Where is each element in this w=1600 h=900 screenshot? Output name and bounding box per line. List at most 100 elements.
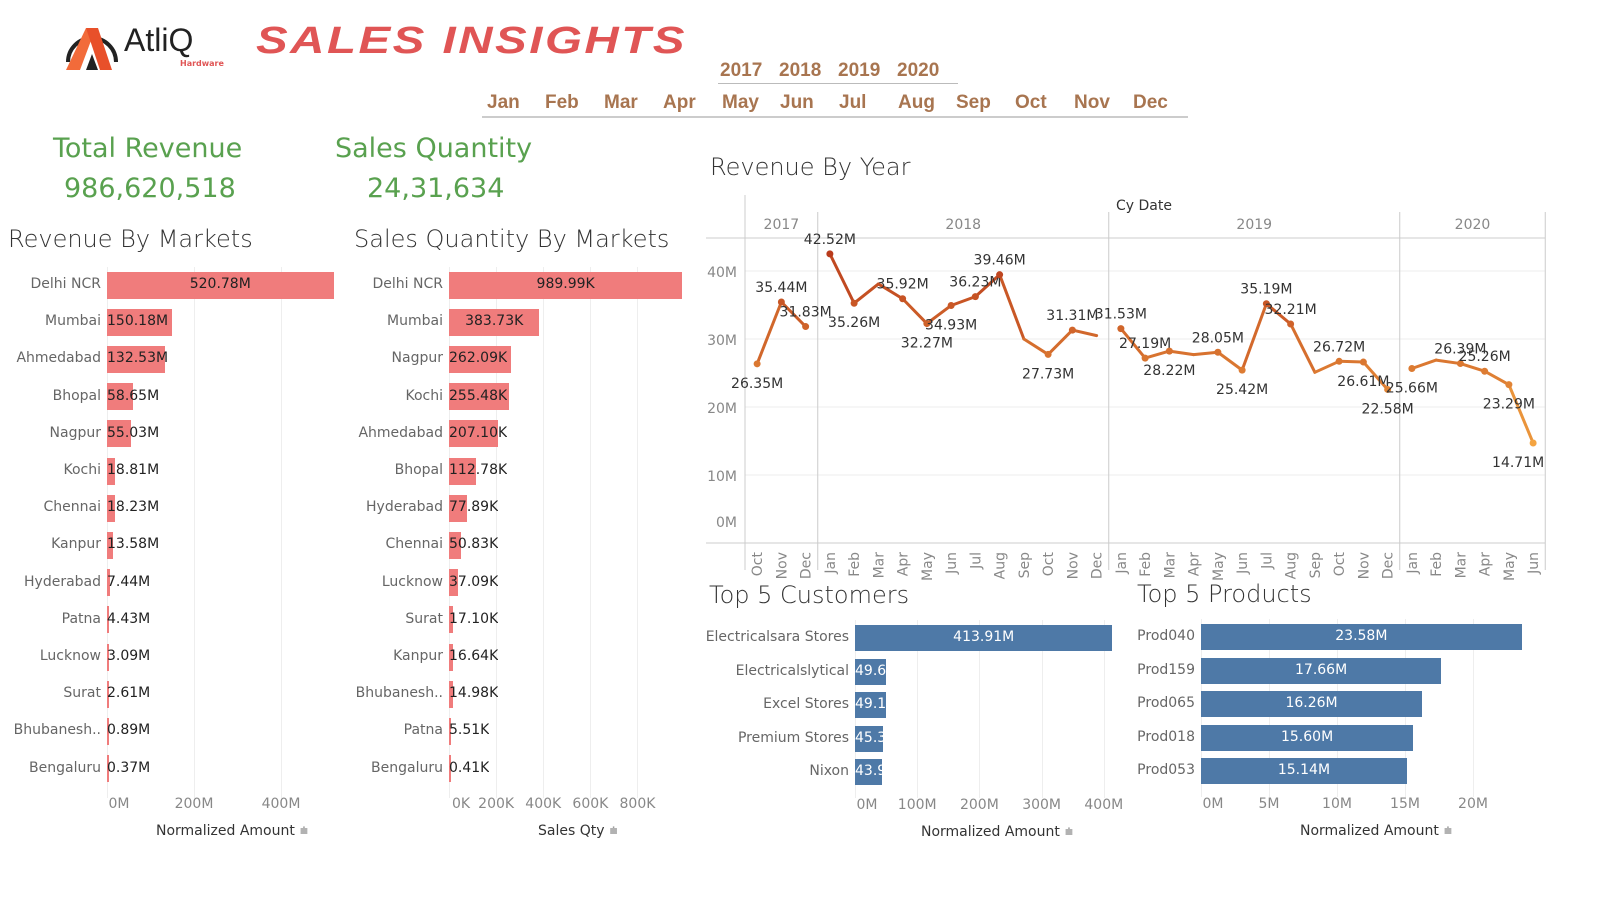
month-filter-oct[interactable]: Oct [1015, 92, 1047, 113]
month-filter-jun[interactable]: Jun [780, 92, 814, 113]
bar[interactable] [449, 345, 511, 373]
y-tick-label: 0M [716, 515, 737, 531]
bar[interactable] [449, 717, 451, 745]
month-filter-aug[interactable]: Aug [898, 92, 935, 113]
month-filter-sep[interactable]: Sep [956, 92, 991, 113]
bar[interactable] [449, 606, 454, 634]
axis-tick-label: 600K [572, 796, 609, 812]
month-filter-feb[interactable]: Feb [545, 92, 579, 113]
month-filter-dec[interactable]: Dec [1133, 92, 1168, 113]
logo-subtext: Hardware [180, 59, 224, 68]
bar[interactable] [449, 680, 453, 708]
bar[interactable] [107, 680, 109, 708]
axis-title: Normalized Amount ⩧ [1300, 823, 1452, 839]
y-tick-label: 40M [707, 265, 737, 281]
month-tick-label: May [920, 552, 936, 581]
bar-category-label: Nagpur [391, 350, 443, 367]
gridline [281, 267, 282, 798]
bar[interactable] [107, 271, 334, 299]
axis-tick-label: 0M [1202, 796, 1224, 812]
bar-value-label: 43.9 [855, 763, 883, 779]
month-filter-apr[interactable]: Apr [663, 92, 696, 113]
bar-category-label: Patna [403, 722, 443, 739]
bar-category-label: Kochi [63, 462, 101, 478]
bar[interactable] [855, 658, 886, 685]
bar[interactable] [107, 383, 133, 411]
bar[interactable] [107, 457, 116, 485]
total-revenue-value: 986,620,518 [64, 173, 236, 204]
data-point [1068, 326, 1076, 334]
sort-icon[interactable]: ⩧ [609, 823, 618, 839]
data-label: 28.22M [1143, 363, 1195, 379]
bar-value-label: 383.73K [465, 313, 524, 330]
data-label: 35.92M [877, 277, 929, 293]
data-point [923, 320, 931, 328]
bar[interactable] [449, 383, 510, 411]
month-tick-label: Apr [1478, 552, 1494, 576]
sort-icon[interactable]: ⩧ [299, 823, 309, 839]
bar[interactable] [855, 625, 1113, 651]
bar[interactable] [107, 717, 109, 745]
data-label: 39.46M [974, 253, 1026, 269]
gridline [1473, 619, 1474, 797]
year-filter-2017[interactable]: 2017 [720, 60, 763, 81]
bar[interactable] [107, 643, 109, 671]
bar-category-label: Nagpur [49, 424, 101, 441]
bar[interactable] [449, 569, 458, 597]
bar[interactable] [855, 725, 884, 752]
bar-value-label: 77.89K [449, 499, 499, 516]
bar[interactable] [855, 759, 883, 785]
data-label: 31.83M [780, 305, 832, 321]
bar-category-label: Hyderabad [366, 499, 443, 516]
axis-tick-label: 10M [1322, 796, 1352, 812]
month-filter-nov[interactable]: Nov [1074, 92, 1110, 113]
month-filter-mar[interactable]: Mar [604, 92, 638, 113]
sort-icon[interactable]: ⩧ [1443, 823, 1453, 839]
bar[interactable] [107, 569, 111, 597]
bar[interactable] [449, 308, 540, 336]
year-filter-2020[interactable]: 2020 [897, 60, 940, 81]
month-filter-jan[interactable]: Jan [487, 92, 520, 113]
line-segment [1192, 350, 1220, 357]
bar[interactable] [1201, 624, 1522, 650]
bar[interactable] [449, 457, 476, 485]
year-filter-2018[interactable]: 2018 [779, 60, 822, 81]
bar[interactable] [1201, 724, 1414, 751]
bar[interactable] [449, 643, 453, 671]
bar[interactable] [107, 531, 113, 559]
axis-tick-label: 100M [897, 797, 937, 813]
bar[interactable] [449, 494, 468, 522]
bar[interactable] [107, 494, 115, 522]
month-filter-jul[interactable]: Jul [839, 92, 867, 113]
total-revenue-label: Total Revenue [53, 133, 243, 164]
bar[interactable] [449, 420, 498, 448]
bar[interactable] [449, 531, 461, 559]
bar[interactable] [1201, 657, 1442, 684]
bar[interactable] [1201, 691, 1423, 717]
axis-tick-label: 0M [856, 797, 878, 813]
bar[interactable] [855, 692, 886, 718]
y-tick-label: 30M [707, 333, 737, 349]
month-tick-label: Mar [1162, 552, 1178, 579]
bar-category-label: Kanpur [393, 648, 443, 664]
bar[interactable] [107, 606, 109, 634]
month-tick-label: May [1502, 552, 1518, 581]
month-filter-may[interactable]: May [722, 92, 759, 113]
bar[interactable] [1201, 758, 1407, 784]
axis-tick-label: 200M [959, 797, 999, 813]
data-point [1117, 325, 1125, 333]
bar[interactable] [107, 755, 109, 783]
bar-value-label: 55.03M [107, 424, 160, 441]
bar[interactable] [107, 345, 165, 373]
month-tick-label: Oct [1332, 552, 1348, 577]
bar[interactable] [107, 308, 173, 336]
data-point [1287, 320, 1295, 328]
month-tick-label: Aug [993, 552, 1009, 579]
bar[interactable] [449, 755, 451, 783]
year-header: 2019 [1236, 217, 1272, 233]
sort-icon[interactable]: ⩧ [1064, 824, 1074, 840]
year-filter-2019[interactable]: 2019 [838, 60, 881, 81]
month-tick-label: Apr [896, 552, 912, 576]
bar[interactable] [449, 271, 683, 299]
bar[interactable] [107, 420, 131, 448]
